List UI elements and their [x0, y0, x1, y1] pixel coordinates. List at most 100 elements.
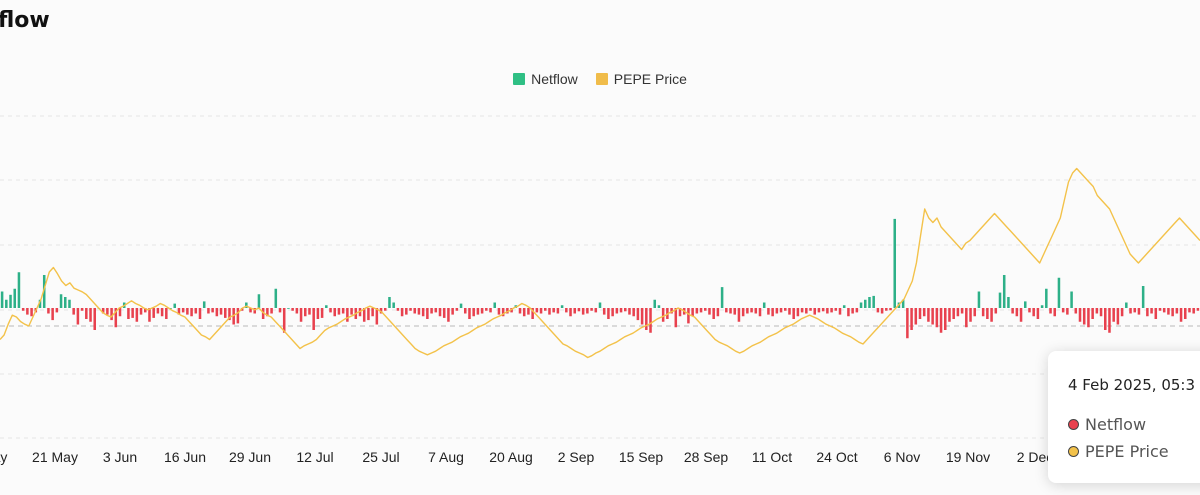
- netflow-bar: [737, 308, 741, 322]
- netflow-bar: [472, 308, 475, 317]
- netflow-bar: [586, 308, 589, 314]
- netflow-bar: [560, 305, 564, 308]
- netflow-bar: [885, 308, 888, 311]
- netflow-bar: [965, 308, 968, 328]
- netflow-bar: [506, 308, 509, 314]
- netflow-bar: [522, 308, 526, 317]
- netflow-bar: [459, 303, 463, 308]
- netflow-bar: [880, 308, 884, 314]
- netflow-bar: [1188, 308, 1191, 313]
- netflow-bar: [1129, 308, 1132, 314]
- netflow-bar: [927, 308, 930, 322]
- netflow-bar: [59, 294, 63, 308]
- netflow-bar: [611, 308, 614, 317]
- x-tick-label: 21 May: [32, 449, 78, 465]
- netflow-bar: [792, 308, 795, 319]
- netflow-bar: [893, 218, 896, 308]
- netflow-bar: [413, 308, 416, 314]
- netflow-bar: [800, 308, 804, 313]
- netflow-bar: [207, 308, 210, 314]
- netflow-bar: [451, 308, 454, 315]
- netflow-bar: [409, 308, 412, 311]
- netflow-bar: [834, 308, 838, 311]
- x-tick-label: 7 Aug: [428, 449, 464, 465]
- netflow-bar: [485, 308, 488, 311]
- netflow-bar: [1162, 308, 1166, 313]
- netflow-bar: [489, 308, 492, 313]
- tooltip-dot-price: [1068, 446, 1079, 457]
- netflow-bar: [977, 291, 981, 308]
- netflow-bar: [447, 308, 450, 322]
- netflow-bar: [186, 308, 189, 315]
- legend-item-price[interactable]: PEPE Price: [595, 71, 687, 87]
- netflow-bar: [421, 308, 425, 317]
- netflow-bar: [539, 308, 543, 314]
- price-series-line: [0, 167, 1200, 359]
- netflow-bar: [64, 297, 67, 308]
- chart-grid: [0, 115, 1200, 439]
- netflow-bar: [746, 308, 749, 314]
- netflow-bar: [442, 308, 446, 318]
- netflow-bar: [986, 308, 989, 319]
- netflow-bar: [160, 308, 164, 317]
- netflow-bar: [1184, 308, 1187, 319]
- netflow-bar: [139, 308, 143, 315]
- netflow-bar: [1133, 308, 1136, 313]
- netflow-bar: [1057, 277, 1061, 308]
- netflow-bar: [708, 308, 711, 315]
- netflow-bar: [135, 308, 139, 322]
- netflow-bar: [750, 308, 753, 313]
- tooltip-dot-netflow: [1068, 419, 1079, 430]
- netflow-bar: [636, 308, 640, 321]
- netflow-bar: [931, 308, 934, 325]
- netflow-bar: [889, 308, 892, 311]
- netflow-bar: [118, 308, 122, 317]
- netflow-bar: [864, 299, 867, 308]
- netflow-bar: [918, 308, 922, 319]
- netflow-bar: [1036, 308, 1040, 319]
- netflow-bar: [388, 297, 391, 308]
- x-tick-label: 3 Jun: [103, 449, 137, 465]
- chart-legend: Netflow PEPE Price: [0, 71, 1200, 87]
- netflow-bar: [51, 308, 54, 321]
- netflow-bar: [308, 308, 311, 315]
- netflow-bar: [430, 308, 433, 314]
- netflow-bar: [110, 308, 113, 321]
- legend-swatch-price: [595, 73, 608, 85]
- legend-item-netflow[interactable]: Netflow: [513, 71, 578, 87]
- netflow-bar: [38, 299, 42, 308]
- netflow-bar: [960, 308, 964, 314]
- netflow-bar: [851, 308, 854, 314]
- netflow-bar: [838, 308, 842, 315]
- netflow-bar: [497, 308, 501, 315]
- netflow-bar: [438, 308, 442, 317]
- chart-title: flow: [0, 8, 50, 33]
- netflow-bar: [855, 308, 859, 313]
- netflow-bar: [392, 302, 395, 308]
- netflow-bar: [729, 308, 732, 314]
- netflow-bar: [1015, 308, 1019, 317]
- netflow-bar: [21, 308, 25, 311]
- netflow-bar: [165, 308, 168, 319]
- netflow-bar: [329, 308, 332, 313]
- netflow-bar: [224, 308, 227, 318]
- netflow-bar: [998, 292, 1002, 308]
- netflow-bar: [581, 308, 585, 315]
- x-tick-label: 20 Aug: [489, 449, 533, 465]
- netflow-bar: [1028, 308, 1031, 313]
- netflow-bar: [784, 308, 787, 311]
- netflow-bar: [1150, 308, 1153, 314]
- netflow-bar: [1137, 308, 1141, 315]
- netflow-bar: [842, 305, 846, 308]
- x-tick-label: 2 Sep: [558, 449, 595, 465]
- netflow-bar: [826, 308, 829, 314]
- netflow-bar: [190, 308, 193, 317]
- netflow-bar: [68, 299, 71, 308]
- netflow-bar: [653, 299, 656, 308]
- netflow-bar: [830, 308, 833, 313]
- netflow-bar: [93, 308, 96, 330]
- netflow-bar: [249, 308, 252, 313]
- netflow-bar: [0, 291, 4, 308]
- netflow-bar: [1061, 308, 1065, 313]
